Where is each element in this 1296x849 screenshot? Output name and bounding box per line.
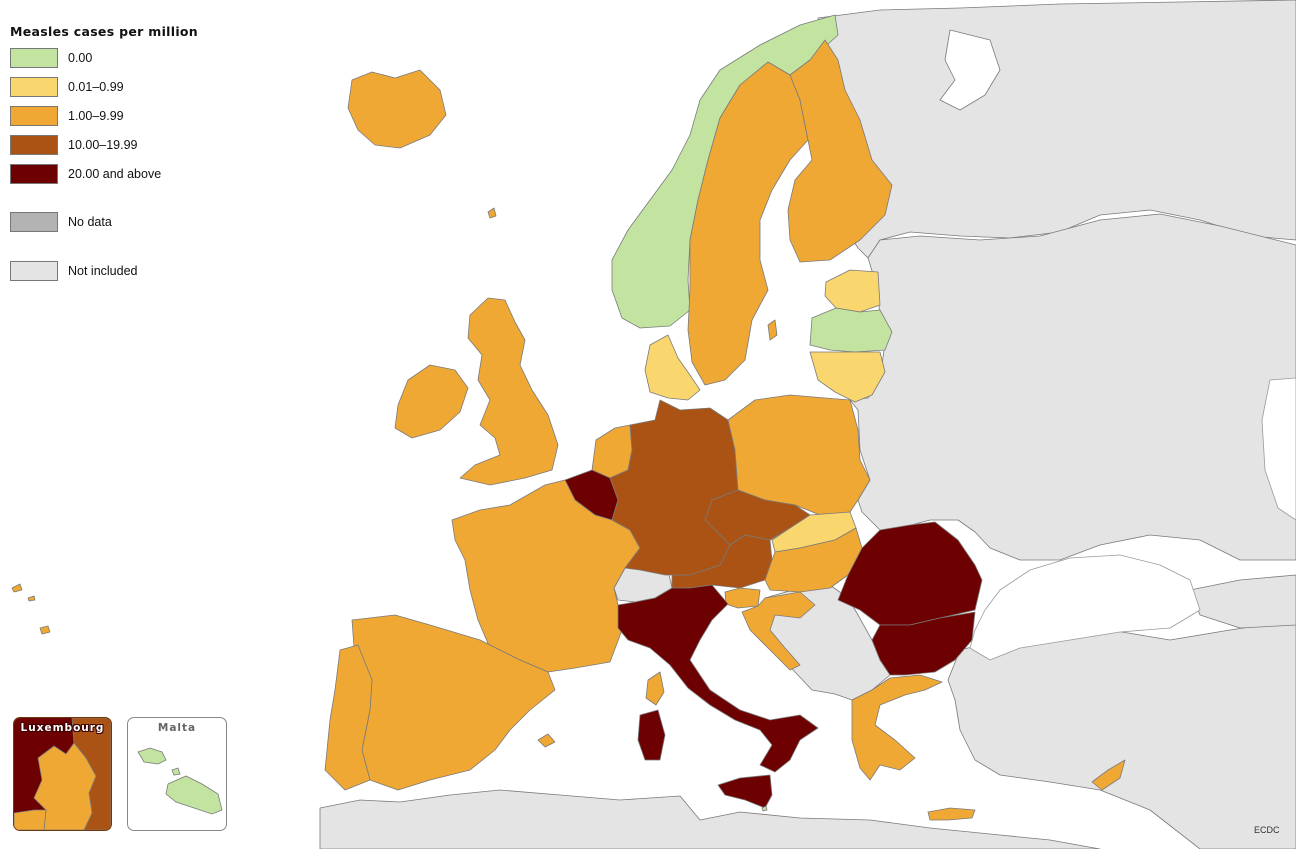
region-sardinia — [637, 709, 666, 761]
legend-item-3: 10.00–19.99 — [10, 130, 198, 159]
region-finland — [787, 39, 893, 263]
legend-label-not-included: Not included — [68, 263, 138, 278]
region-croatia — [741, 591, 816, 671]
legend-label-3: 10.00–19.99 — [68, 137, 138, 152]
region-denmark — [644, 334, 701, 401]
region-gotland — [767, 319, 778, 341]
luxembourg-inset-title: Luxembourg — [20, 722, 105, 734]
legend-item-no-data: No data — [10, 207, 198, 236]
legend-swatch-4 — [10, 163, 58, 184]
region-white-sea-area — [939, 29, 1001, 111]
region-italy — [617, 584, 819, 773]
black-sea — [969, 554, 1201, 661]
region-ireland — [394, 364, 469, 439]
legend-item-4: 20.00 and above — [10, 159, 198, 188]
region-united-kingdom — [459, 297, 559, 486]
legend-swatch-3 — [10, 134, 58, 155]
legend-swatch-0 — [10, 47, 58, 68]
region-greece — [851, 674, 943, 781]
caspian-area — [1261, 377, 1296, 521]
region-romania — [837, 521, 983, 626]
region-estonia — [824, 269, 881, 313]
legend-item-0: 0.00 — [10, 43, 198, 72]
map-legend: Measles cases per million 0.00 0.01–0.99… — [10, 24, 198, 285]
legend-label-2: 1.00–9.99 — [68, 108, 124, 123]
region-faroe — [487, 207, 497, 219]
region-caucasus — [1189, 574, 1296, 629]
legend-swatch-1 — [10, 76, 58, 97]
legend-label-no-data: No data — [68, 214, 112, 229]
malta-inset-title: Malta — [157, 722, 197, 734]
legend-swatch-2 — [10, 105, 58, 126]
luxembourg-inset: Luxembourg — [13, 717, 112, 831]
source-credit: ECDC — [1254, 825, 1280, 835]
region-lithuania — [809, 351, 886, 403]
region-portugal — [324, 644, 373, 791]
region-azores-1 — [11, 583, 23, 593]
legend-item-1: 0.01–0.99 — [10, 72, 198, 101]
luxembourg-inset-map — [14, 718, 111, 830]
region-crete — [927, 807, 976, 821]
region-eastern-europe — [849, 213, 1296, 561]
region-corsica — [645, 671, 665, 706]
region-africa — [319, 789, 1101, 849]
malta-inset-map — [137, 747, 223, 815]
region-azores-2 — [39, 625, 51, 635]
region-sweden — [687, 61, 809, 386]
region-latvia — [809, 307, 893, 353]
legend-title: Measles cases per million — [10, 24, 198, 39]
region-russia-north — [817, 0, 1296, 259]
legend-item-not-included: Not included — [10, 256, 198, 285]
region-iceland — [347, 69, 447, 149]
region-balearic — [537, 733, 556, 748]
legend-item-2: 1.00–9.99 — [10, 101, 198, 130]
region-france — [451, 479, 641, 673]
legend-label-0: 0.00 — [68, 50, 93, 65]
region-cyprus — [1091, 759, 1126, 791]
malta-inset: Malta — [127, 717, 227, 831]
legend-label-4: 20.00 and above — [68, 166, 162, 181]
legend-swatch-no-data — [10, 211, 58, 232]
region-bulgaria — [871, 611, 976, 676]
region-sicily — [717, 774, 773, 809]
legend-label-1: 0.01–0.99 — [68, 79, 124, 94]
region-malta-dot — [761, 805, 768, 812]
legend-swatch-not-included — [10, 260, 58, 281]
region-slovenia — [724, 587, 761, 609]
region-azores-3 — [27, 595, 36, 602]
